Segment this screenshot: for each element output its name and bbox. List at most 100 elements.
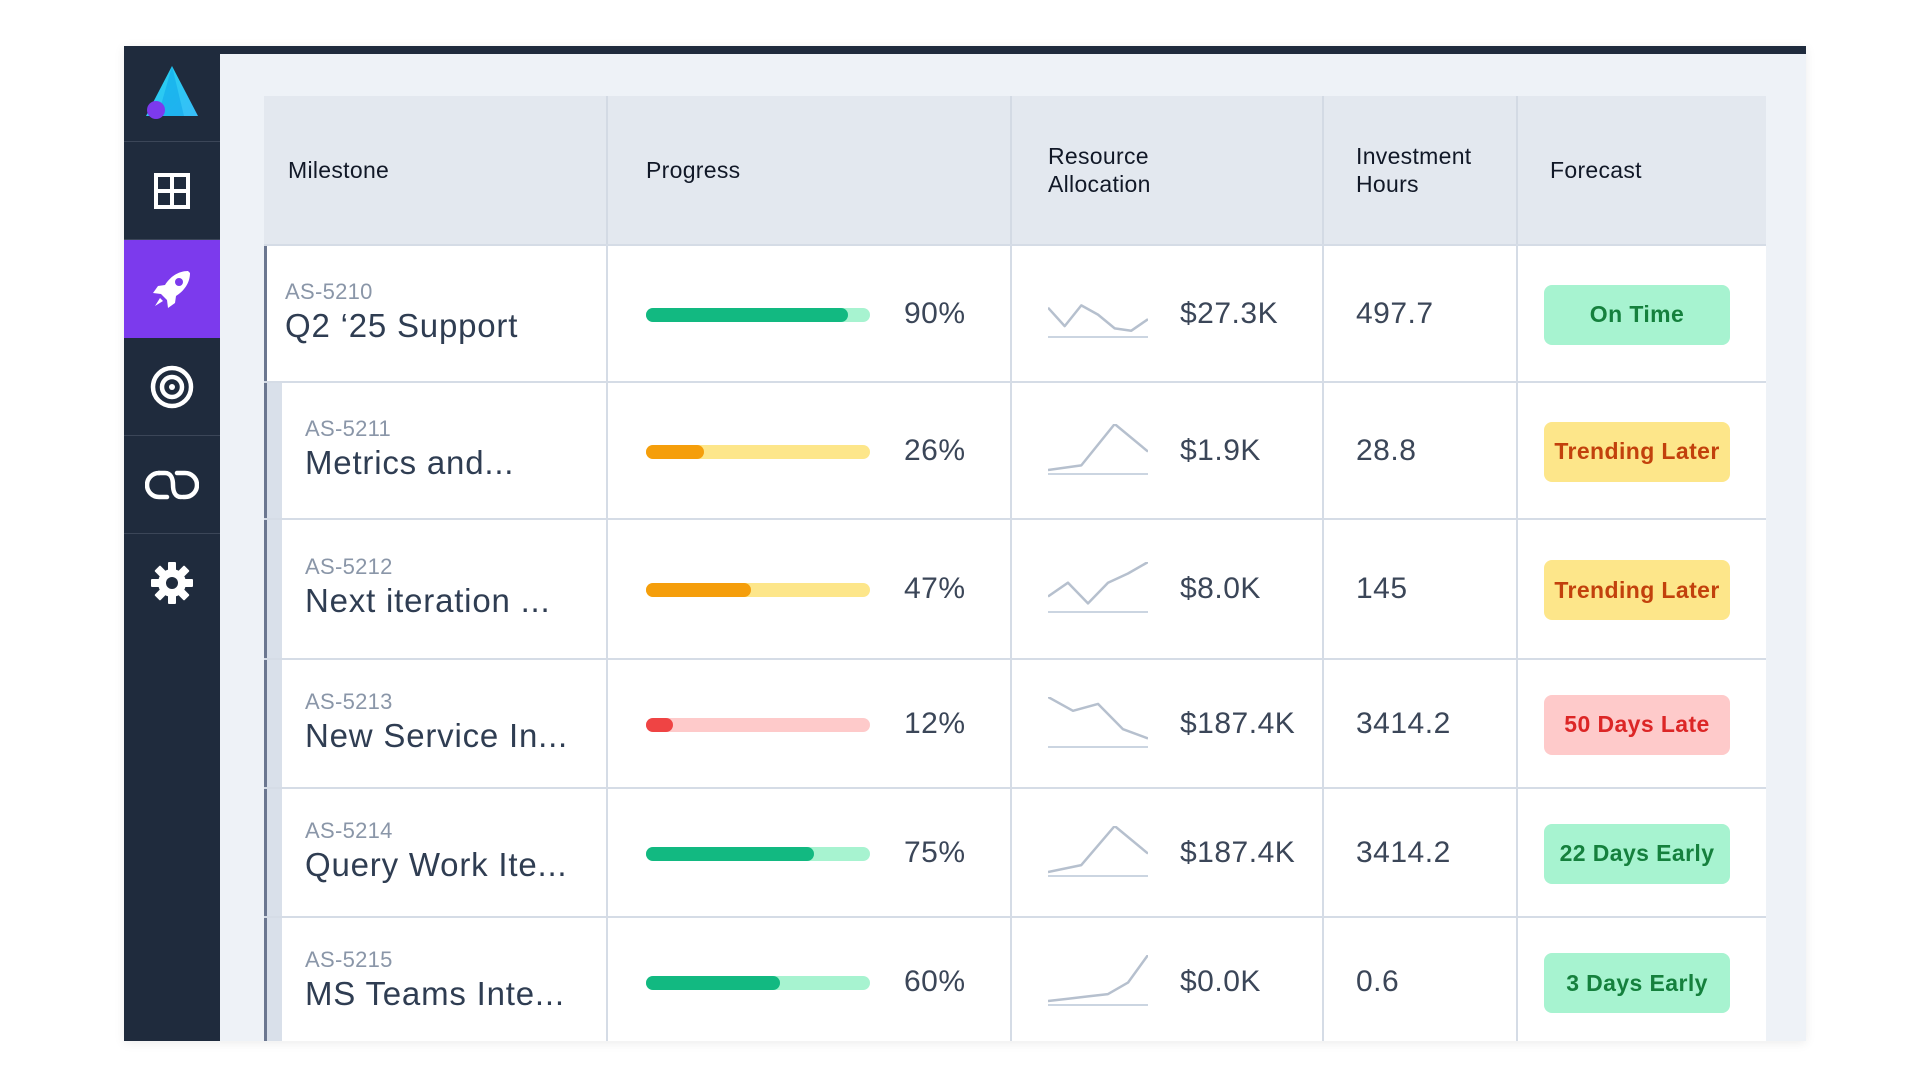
sidebar [124,46,220,1041]
progress-percent: 47% [904,572,966,605]
top-bar [124,46,1806,54]
sidebar-item-goals[interactable] [124,338,220,436]
sparkline-line [1048,955,1148,1003]
header-forecast[interactable]: Forecast [1550,157,1642,183]
forecast-cell: Trending Later [1518,383,1766,518]
hierarchy-line [264,660,267,787]
table-row[interactable]: AS-5213 New Service In... 12% $187.4K 3414.2… [264,660,1766,789]
investment-hours-value: 3414.2 [1356,835,1451,869]
progress-percent: 90% [904,296,966,330]
child-indent [264,918,282,1041]
progress-percent: 75% [904,835,966,869]
sparkline-line [1048,303,1148,332]
milestone-id: AS-5215 [305,947,393,972]
forecast-badge[interactable]: 22 Days Early [1544,823,1730,884]
forecast-badge[interactable]: Trending Later [1544,560,1730,620]
milestone-title[interactable]: New Service In... [305,716,569,754]
allocation-amount: $27.3K [1180,296,1279,330]
app-window: Milestone Progress Resource Allocation I… [124,46,1806,1041]
app-logo[interactable] [124,46,220,142]
header-investment-hours[interactable]: Investment Hours [1324,96,1518,244]
sidebar-item-dashboard[interactable] [124,142,220,240]
forecast-cell: Trending Later [1518,520,1766,658]
sidebar-item-releases[interactable] [124,240,220,338]
progress-cell: 12% [608,660,1012,787]
milestone-id: AS-5214 [305,817,393,843]
sparkline-line [1048,825,1148,873]
investment-hours-cell: 497.7 [1324,246,1518,381]
resource-allocation-cell: $0.0K [1012,918,1324,1041]
milestone-cell[interactable]: AS-5210 Q2 ‘25 Support [264,246,608,381]
sparkline-line [1048,562,1148,605]
milestone-id: AS-5210 [285,278,373,304]
forecast-badge[interactable]: 50 Days Late [1544,694,1730,755]
progress-bar-fill [646,717,673,732]
header-milestone[interactable]: Milestone [264,96,608,244]
milestones-table: Milestone Progress Resource Allocation I… [264,96,1766,1041]
milestone-id: AS-5213 [305,688,393,714]
child-indent [264,660,282,787]
milestone-id: AS-5212 [305,554,393,579]
forecast-cell: 50 Days Late [1518,660,1766,787]
sidebar-item-settings[interactable] [124,534,220,632]
gear-icon [151,562,193,604]
target-icon [150,365,194,408]
logo-icon [146,66,198,119]
milestone-title[interactable]: Query Work Ite... [305,845,568,883]
rocket-icon [153,271,190,308]
forecast-badge[interactable]: On Time [1544,284,1730,345]
allocation-amount: $1.9K [1180,433,1261,467]
forecast-badge[interactable]: 3 Days Early [1544,953,1730,1013]
milestone-cell[interactable]: AS-5213 New Service In... [264,660,608,787]
sparkline-line [1048,423,1148,471]
sparkline-chart [1048,562,1148,613]
forecast-badge[interactable]: Trending Later [1544,421,1730,482]
resource-allocation-cell: $8.0K [1012,520,1324,658]
sidebar-item-flow[interactable] [124,436,220,534]
resource-allocation-cell: $1.9K [1012,383,1324,518]
investment-hours-value: 145 [1356,572,1408,605]
milestone-title[interactable]: MS Teams Inte... [305,975,565,1012]
sparkline-line [1048,696,1148,740]
resource-allocation-cell: $187.4K [1012,789,1324,916]
header-progress[interactable]: Progress [608,96,1012,244]
grid-icon [154,172,190,209]
progress-bar [646,976,870,990]
milestone-cell[interactable]: AS-5215 MS Teams Inte... [264,918,608,1041]
progress-cell: 47% [608,520,1012,658]
progress-bar [646,846,870,861]
progress-bar [646,583,870,597]
table-row[interactable]: AS-5210 Q2 ‘25 Support 90% $27.3K 497.7 On Ti… [264,246,1766,383]
milestone-cell[interactable]: AS-5211 Metrics and... [264,383,608,518]
milestone-cell[interactable]: AS-5214 Query Work Ite... [264,789,608,916]
progress-cell: 75% [608,789,1012,916]
allocation-amount: $187.4K [1180,706,1296,740]
allocation-amount: $187.4K [1180,835,1296,869]
table-row[interactable]: AS-5212 Next iteration ... 47% $8.0K 145 Tren… [264,520,1766,660]
progress-cell: 90% [608,246,1012,381]
investment-hours-cell: 3414.2 [1324,660,1518,787]
progress-percent: 12% [904,706,966,740]
investment-hours-cell: 3414.2 [1324,789,1518,916]
milestone-cell[interactable]: AS-5212 Next iteration ... [264,520,608,658]
investment-hours-value: 0.6 [1356,965,1400,998]
milestone-title[interactable]: Q2 ‘25 Support [285,306,519,344]
sparkline-chart [1048,825,1148,877]
forecast-cell: 22 Days Early [1518,789,1766,916]
hierarchy-line [264,918,267,1041]
investment-hours-value: 3414.2 [1356,706,1451,740]
progress-cell: 26% [608,383,1012,518]
table-row[interactable]: AS-5215 MS Teams Inte... 60% $0.0K 0.6 3 Days… [264,918,1766,1041]
table-row[interactable]: AS-5214 Query Work Ite... 75% $187.4K 3414.2… [264,789,1766,918]
allocation-amount: $8.0K [1180,572,1261,605]
sparkline-chart [1048,955,1148,1006]
sparkline-chart [1048,303,1148,338]
table-row[interactable]: AS-5211 Metrics and... 26% $1.9K 28.8 Trendin… [264,383,1766,520]
hierarchy-line [264,246,267,381]
milestone-title[interactable]: Metrics and... [305,443,515,481]
milestone-title[interactable]: Next iteration ... [305,582,551,619]
header-resource-allocation[interactable]: Resource Allocation [1012,96,1324,244]
investment-hours-value: 28.8 [1356,433,1417,467]
progress-percent: 26% [904,433,966,467]
investment-hours-cell: 28.8 [1324,383,1518,518]
